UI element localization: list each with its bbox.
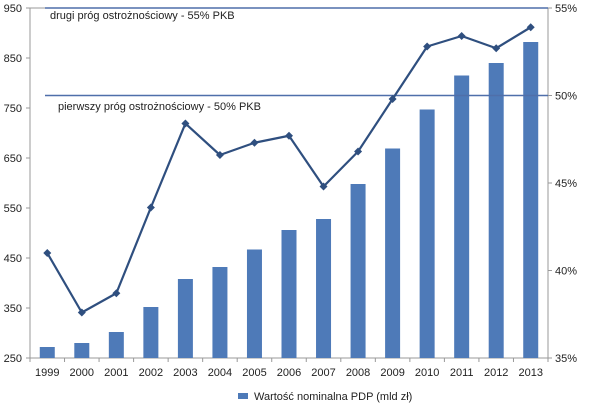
x-tick-label: 2012	[484, 367, 508, 379]
bar	[177, 279, 193, 358]
left-tick-label: 350	[4, 303, 22, 315]
right-tick-label: 55%	[555, 3, 577, 15]
x-tick-label: 2010	[415, 367, 439, 379]
left-tick-label: 250	[4, 353, 22, 365]
line-marker	[146, 203, 155, 212]
bar	[281, 230, 297, 358]
right-tick-label: 35%	[555, 353, 577, 365]
x-tick-label: 2009	[380, 367, 404, 379]
left-tick-label: 850	[4, 53, 22, 65]
bar	[212, 267, 228, 358]
bar	[523, 42, 539, 358]
left-tick-label: 450	[4, 253, 22, 265]
x-tick-label: 2003	[173, 367, 197, 379]
bar	[74, 343, 90, 358]
x-tick-label: 2008	[346, 367, 370, 379]
right-axis: 35% 40% 45% 50% 55%	[548, 3, 577, 365]
line-marker	[181, 119, 190, 128]
bar	[454, 75, 470, 358]
line-marker	[215, 151, 224, 159]
line-marker	[43, 249, 52, 257]
right-tick-label: 40%	[555, 266, 577, 278]
ratio-line-series	[43, 23, 535, 317]
bar	[143, 307, 159, 358]
bar	[108, 332, 124, 358]
left-tick-label: 550	[4, 203, 22, 215]
x-tick-label: 2002	[139, 367, 163, 379]
x-tick-label: 2006	[277, 367, 301, 379]
legend-label: Wartość nominalna PDP (mld zł)	[254, 391, 412, 403]
line-marker	[388, 95, 397, 103]
x-tick-label: 2007	[311, 367, 335, 379]
left-tick-label: 950	[4, 3, 22, 15]
line-marker	[285, 131, 293, 140]
line-marker	[492, 44, 501, 53]
left-tick-label: 750	[4, 103, 22, 115]
x-tick-label: 2005	[242, 367, 266, 379]
bar	[419, 109, 435, 358]
x-tick-label: 2000	[70, 367, 94, 379]
line-marker	[250, 138, 259, 147]
x-tick-label: 2013	[518, 367, 542, 379]
right-tick-label: 50%	[555, 91, 577, 103]
line-marker	[526, 23, 535, 32]
legend: Wartość nominalna PDP (mld zł)	[238, 391, 412, 403]
bar-series	[39, 42, 539, 358]
bar	[488, 63, 504, 358]
line-marker	[319, 182, 328, 191]
bar	[39, 347, 55, 358]
right-tick-label: 45%	[555, 178, 577, 190]
line-marker	[354, 147, 363, 156]
x-tick-label: 2011	[450, 367, 474, 379]
threshold-label: drugi próg ostrożnościowy - 55% PKB	[50, 10, 235, 22]
x-axis: 1999 2000 2001 2002 2003 2004 2005 2006 2007 2008…	[29, 358, 549, 379]
threshold-label: pierwszy próg ostrożnościowy - 50% PKB	[58, 101, 261, 113]
line-marker	[457, 32, 466, 40]
x-tick-label: 1999	[35, 367, 59, 379]
x-tick-label: 2001	[104, 367, 128, 379]
x-tick-label: 2004	[208, 367, 232, 379]
threshold-lines: drugi próg ostrożnościowy - 55% PKB pierw…	[45, 7, 548, 113]
left-tick-label: 650	[4, 153, 22, 165]
legend-swatch	[238, 393, 248, 399]
line-marker	[77, 308, 86, 317]
left-axis: 250 350 450 550 650 750 850 950	[4, 3, 30, 365]
bar	[246, 249, 262, 358]
bar	[316, 219, 332, 358]
line-marker	[112, 289, 121, 298]
bar	[350, 184, 366, 358]
bar	[385, 148, 401, 358]
line-marker	[423, 42, 432, 51]
